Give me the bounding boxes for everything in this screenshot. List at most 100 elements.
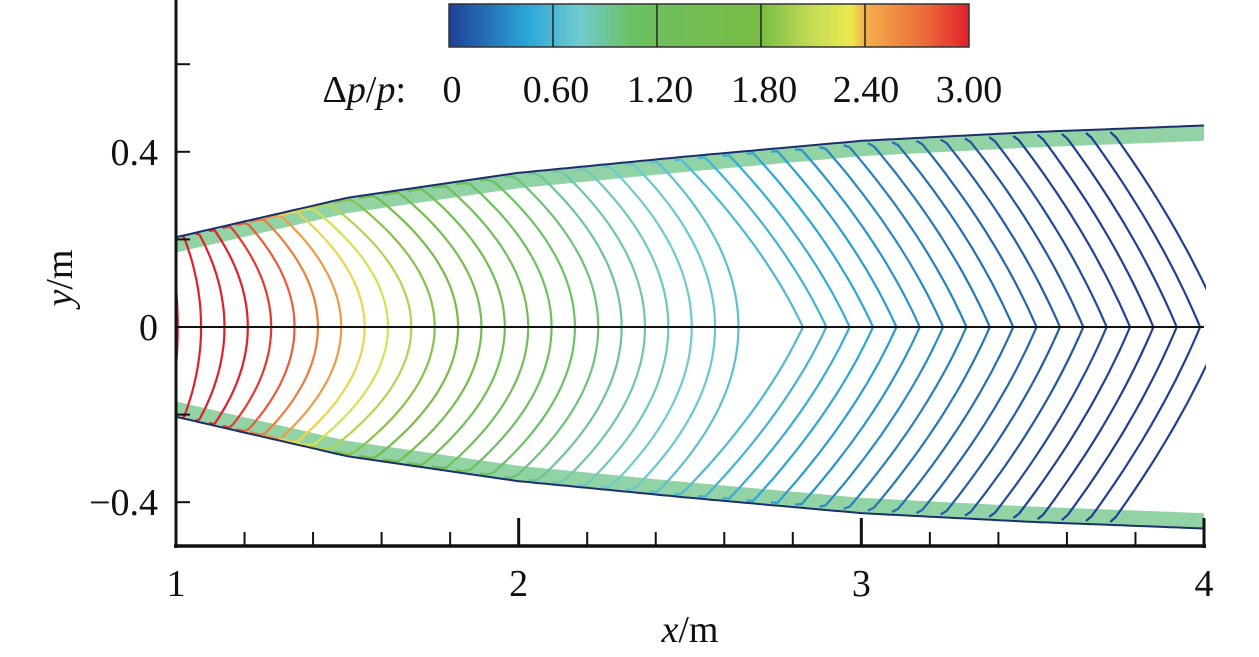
colorbar-title-colon: :: [395, 69, 406, 111]
contour-line: [182, 235, 203, 328]
contour-line: [383, 191, 483, 328]
colorbar-labels: 0 0.60 1.20 1.80 2.40 3.00: [443, 69, 1003, 111]
y-tick-label: 0.4: [111, 132, 159, 174]
jet-boundary: [176, 415, 1205, 530]
y-axis-var: y: [39, 290, 81, 311]
contour-line: [431, 184, 530, 328]
x-tick-label: 1: [167, 563, 186, 605]
jet-shear-layer: [176, 125, 1204, 253]
contour-line: [504, 326, 600, 479]
contour-line: [552, 170, 647, 328]
contour-line: [601, 165, 693, 328]
contour-line: [358, 194, 460, 328]
contour-line: [673, 158, 804, 328]
contour-line: [722, 154, 851, 328]
contour-field: [176, 124, 1206, 530]
x-axis-var: x: [661, 609, 679, 651]
colorbar-title-p1: p: [344, 69, 366, 111]
x-ticks: 1 2 3 4: [167, 518, 1214, 605]
contour-line: [235, 326, 296, 433]
contour-line: [1012, 135, 1132, 328]
contour-line: [843, 144, 968, 328]
contour-line: [1109, 131, 1206, 291]
contour-line: [867, 142, 991, 328]
contour-line: [698, 156, 828, 328]
colorbar-title: Δp/p:: [322, 69, 406, 111]
contour-line: [746, 326, 875, 502]
contour-line: [278, 211, 366, 328]
colorbar-label: 2.40: [833, 69, 900, 111]
y-tick-label: −0.4: [89, 482, 158, 524]
contour-line: [722, 326, 851, 500]
x-axis-title: x/m: [661, 609, 719, 651]
jet-boundary: [176, 124, 1205, 239]
colorbar-title-p2: p: [373, 69, 395, 111]
contour-line: [310, 326, 413, 451]
contour-line: [746, 152, 875, 328]
contour-line: [222, 225, 273, 328]
contour-line: [1109, 363, 1206, 523]
jet-shear-layer: [176, 401, 1204, 529]
y-axis-unit: /m: [39, 250, 81, 290]
contour-line: [770, 150, 898, 328]
colorbar-title-delta: Δ: [322, 69, 346, 111]
contour-line: [1061, 133, 1178, 328]
contour-line: [479, 326, 576, 476]
contour-line: [195, 232, 226, 327]
contour-line: [1085, 132, 1202, 328]
contour-line: [249, 326, 319, 436]
contour-line: [292, 326, 390, 447]
contour-line: [1012, 326, 1132, 519]
contour-line: [795, 326, 921, 506]
contour-line: [195, 327, 226, 422]
contour-line: [1036, 133, 1155, 328]
colorbar-title-slash: /: [366, 69, 377, 111]
colorbar: Δp/p: 0 0.60 1.20 1.80 2.40 3.00: [322, 3, 1003, 111]
contour-line: [235, 221, 296, 328]
contour-line: [649, 160, 740, 328]
contour-line: [795, 148, 921, 328]
contour-line: [625, 163, 717, 328]
contour-line: [1036, 326, 1155, 521]
contour-line: [601, 326, 693, 489]
contour-line: [649, 326, 740, 494]
contour-line: [208, 229, 249, 328]
contour-line: [407, 326, 506, 467]
x-tick-label: 2: [509, 563, 528, 605]
contour-line: [843, 326, 968, 510]
x-axis-unit: /m: [678, 609, 718, 651]
contour-line: [940, 138, 1061, 328]
contour-line: [964, 326, 1085, 517]
contour-line: [891, 326, 1015, 513]
contour-line: [334, 198, 436, 328]
contour-line: [625, 326, 717, 491]
contour-line: [819, 326, 945, 508]
contour-line: [455, 181, 553, 328]
contour-line: [358, 326, 460, 460]
y-tick-label: 0: [139, 307, 158, 349]
contour-line: [891, 141, 1015, 328]
contour-line: [867, 326, 991, 512]
contour-line: [988, 136, 1108, 328]
colorbar-scale: [448, 3, 970, 48]
contour-line: [698, 326, 828, 498]
contour-line: [964, 137, 1085, 328]
contour-line: [504, 175, 600, 328]
contour-line: [770, 326, 898, 504]
colorbar-dividers: [552, 4, 866, 47]
colorbar-label: 3.00: [936, 69, 1003, 111]
contour-line: [988, 326, 1108, 518]
contour-line: [263, 214, 343, 328]
colorbar-label: 1.20: [627, 69, 694, 111]
contour-line: [940, 326, 1061, 516]
contour-line: [552, 326, 647, 484]
colorbar-label: 0: [443, 69, 462, 111]
contour-line: [222, 326, 273, 429]
contour-line: [577, 326, 670, 487]
contour-line: [249, 218, 319, 328]
contour-line: [455, 326, 553, 473]
colorbar-label: 0.60: [523, 69, 590, 111]
contour-line: [819, 146, 945, 328]
x-tick-label: 4: [1195, 563, 1214, 605]
